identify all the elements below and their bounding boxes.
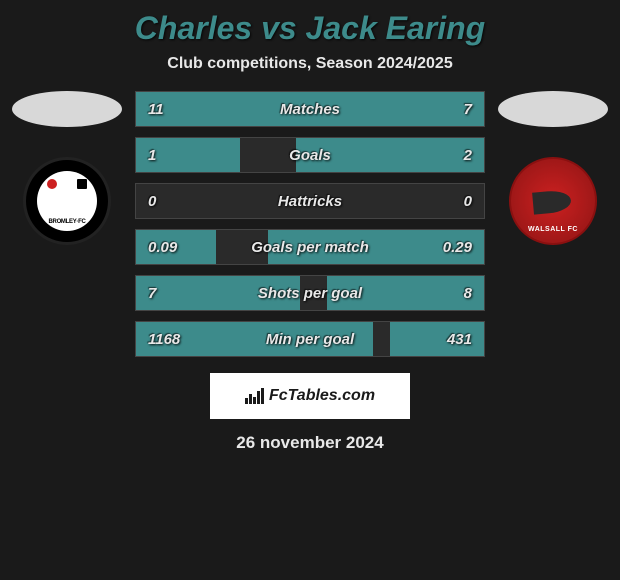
stat-label: Goals — [289, 147, 331, 164]
stat-row: 11 Matches 7 — [135, 91, 485, 127]
stat-label: Shots per goal — [258, 285, 362, 302]
stat-value-right: 8 — [464, 285, 472, 302]
player-right-avatar — [498, 91, 608, 127]
stat-value-right: 431 — [447, 331, 472, 348]
team-left-badge: BROMLEY·FC — [23, 157, 111, 245]
stat-label: Min per goal — [266, 331, 354, 348]
subtitle: Club competitions, Season 2024/2025 — [0, 55, 620, 73]
team-left-badge-inner: BROMLEY·FC — [37, 171, 97, 231]
team-left-badge-label: BROMLEY·FC — [49, 219, 86, 225]
stat-label: Matches — [280, 101, 340, 118]
stat-row: 0 Hattricks 0 — [135, 183, 485, 219]
stat-value-right: 0 — [464, 193, 472, 210]
stat-row: 1168 Min per goal 431 — [135, 321, 485, 357]
stat-value-left: 0.09 — [148, 239, 177, 256]
stat-value-left: 7 — [148, 285, 156, 302]
stat-row: 0.09 Goals per match 0.29 — [135, 229, 485, 265]
stat-value-right: 2 — [464, 147, 472, 164]
comparison-card: Charles vs Jack Earing Club competitions… — [0, 0, 620, 453]
team-right-badge: WALSALL FC — [509, 157, 597, 245]
stat-value-right: 7 — [464, 101, 472, 118]
stat-row: 1 Goals 2 — [135, 137, 485, 173]
stat-value-left: 11 — [148, 101, 164, 118]
stats-column: 11 Matches 7 1 Goals 2 0 Hattricks 0 0.09 Goals pe… — [135, 91, 485, 357]
main-row: BROMLEY·FC 11Matches71Goals20Hattricks00… — [0, 91, 620, 357]
page-title: Charles vs Jack Earing — [0, 10, 620, 47]
player-right-side: WALSALL FC — [493, 91, 613, 245]
stat-label: Hattricks — [278, 193, 342, 210]
footer-brand[interactable]: FcTables.com — [210, 373, 410, 419]
stat-value-left: 1168 — [148, 331, 180, 348]
player-left-side: BROMLEY·FC — [7, 91, 127, 245]
player-left-avatar — [12, 91, 122, 127]
stat-value-left: 0 — [148, 193, 156, 210]
stat-row: 7 Shots per goal 8 — [135, 275, 485, 311]
team-right-badge-label: WALSALL FC — [528, 226, 578, 233]
footer-brand-text: FcTables.com — [269, 387, 375, 405]
stat-value-right: 0.29 — [443, 239, 472, 256]
stat-value-left: 1 — [148, 147, 156, 164]
bar-chart-icon — [245, 388, 265, 404]
stat-label: Goals per match — [251, 239, 369, 256]
footer-date: 26 november 2024 — [0, 433, 620, 453]
